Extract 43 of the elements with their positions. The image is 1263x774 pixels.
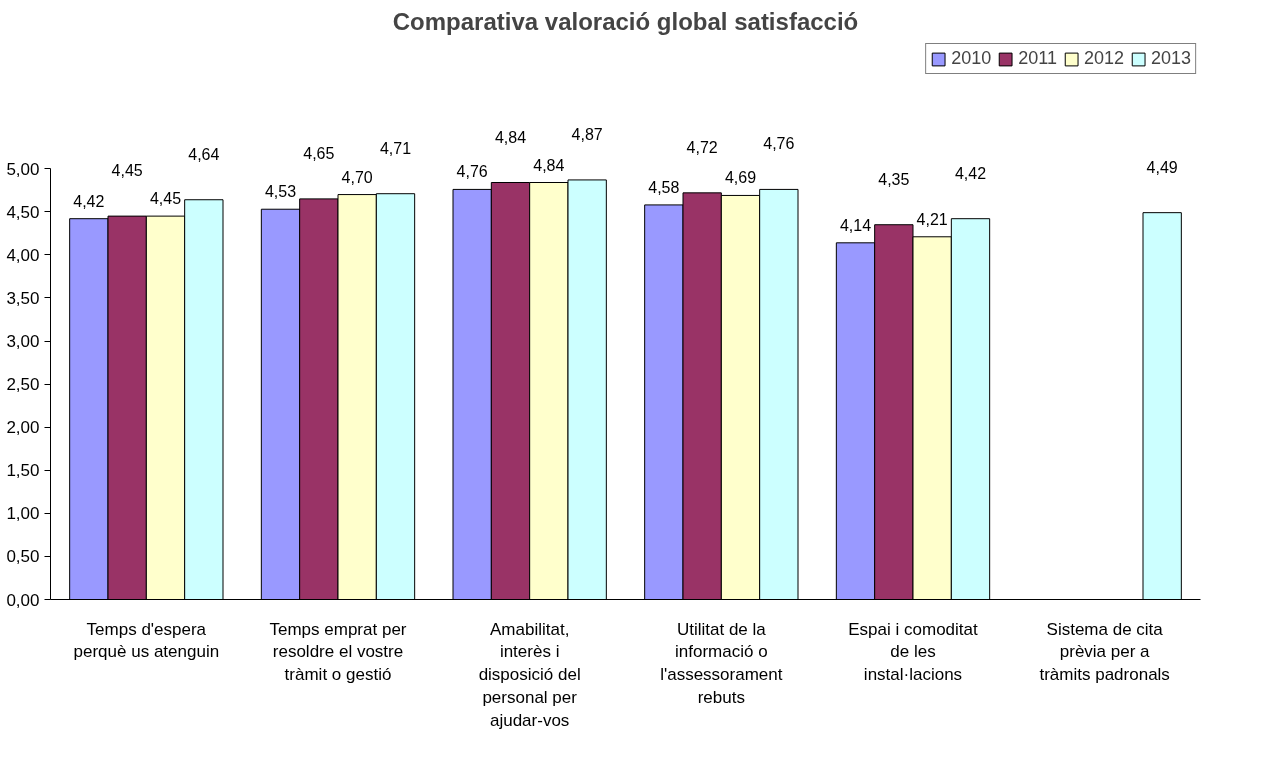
data-label: 4,70: [341, 168, 373, 186]
legend-label: 2013: [1150, 48, 1191, 69]
data-label: 4,87: [571, 125, 603, 143]
y-tick-label: 3,50: [6, 288, 40, 308]
data-label: 4,45: [149, 190, 182, 208]
data-label: 4,65: [303, 144, 335, 162]
data-label: 4,72: [686, 138, 718, 156]
legend-label: 2011: [1018, 48, 1057, 69]
x-tick-label: Utilitat de la informació o l'assessorament rebuts: [660, 619, 783, 707]
data-label: 4,69: [724, 169, 757, 187]
data-label: 4,84: [494, 128, 527, 146]
data-label: 4,42: [954, 164, 987, 182]
x-tick-label: Amabilitat, interès i disposició del personal per ajudar-vos: [478, 619, 581, 730]
legend-label: 2010: [951, 48, 992, 69]
data-label: 4,49: [1146, 158, 1178, 176]
x-tick-label: Temps emprat per resoldre el vostre tràmit o gestió: [269, 619, 407, 685]
data-label: 4,42: [73, 192, 105, 210]
y-tick-label: 0,00: [6, 590, 40, 610]
y-tick-label: 5,00: [6, 159, 40, 179]
y-tick-label: 1,50: [6, 461, 40, 481]
data-label: 4,58: [648, 178, 680, 196]
data-label: 4,21: [916, 210, 948, 228]
y-tick-label: 0,50: [6, 547, 40, 567]
data-label: 4,76: [763, 135, 795, 153]
x-tick-label: Espai i comoditat de les instal·lacions: [848, 619, 978, 685]
data-label: 4,76: [456, 163, 488, 181]
chart-title: Comparativa valoració global satisfacció: [392, 7, 859, 35]
data-label: 4,84: [533, 156, 565, 174]
data-label: 4,45: [111, 162, 143, 180]
legend-label: 2012: [1083, 48, 1124, 69]
x-tick-label: Temps d'espera perquè us atenguin: [73, 619, 220, 662]
y-tick-label: 4,50: [6, 202, 40, 222]
data-label: 4,35: [878, 170, 910, 188]
data-label: 4,14: [839, 216, 872, 234]
data-label: 4,64: [188, 145, 220, 163]
y-tick-label: 4,00: [6, 245, 40, 265]
y-tick-label: 1,00: [6, 504, 40, 524]
y-tick-label: 2,00: [6, 418, 40, 438]
y-tick-label: 3,00: [6, 332, 40, 352]
data-label: 4,53: [264, 183, 297, 201]
data-label: 4,71: [379, 139, 412, 157]
x-tick-label: Sistema de cita prèvia per a tràmits padronals: [1039, 619, 1170, 685]
y-tick-label: 2,50: [6, 375, 40, 395]
